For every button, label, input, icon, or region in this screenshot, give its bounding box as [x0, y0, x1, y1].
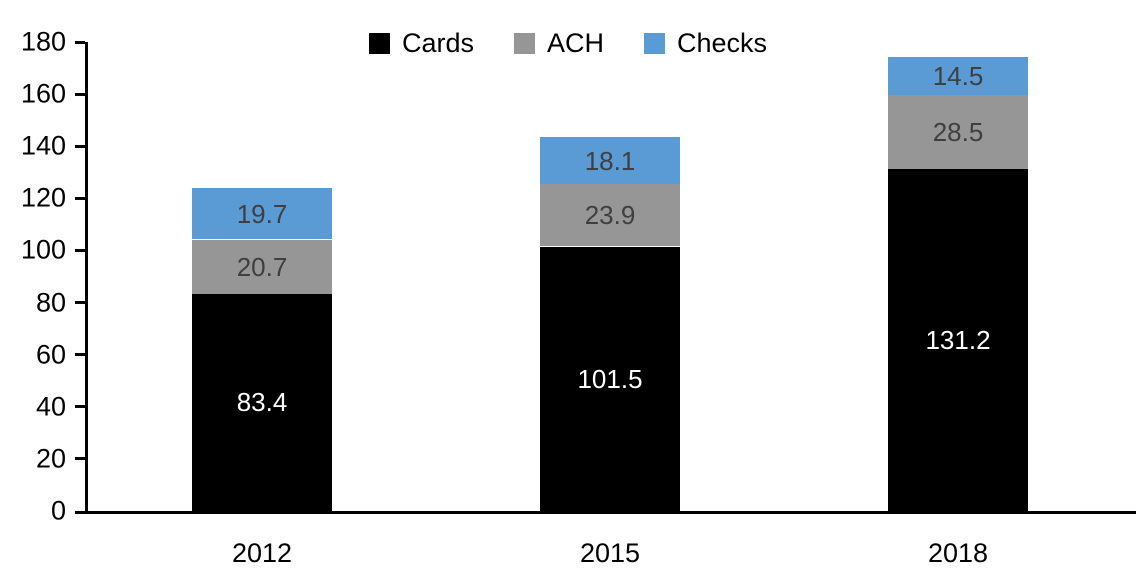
y-axis-tick-label-120: 120 — [20, 182, 66, 213]
bar-value-label-cards-2012: 83.4 — [236, 387, 288, 418]
y-axis-tick-100 — [75, 249, 85, 252]
bar-segment-checks-2012 — [192, 188, 332, 239]
bar-value-label-ach-2018: 28.5 — [932, 117, 984, 148]
bar-value-label-checks-2015: 18.1 — [584, 145, 636, 176]
bar-segment-ach-2015 — [540, 184, 680, 246]
legend-item-ach: ACH — [513, 28, 604, 58]
y-axis-tick-180 — [75, 41, 85, 44]
bar-segment-cards-2018 — [888, 169, 1028, 511]
legend: Cards ACH Checks — [0, 30, 1136, 57]
x-axis-label-2018: 2018 — [927, 538, 989, 568]
bar-segment-cards-2015 — [540, 247, 680, 511]
legend-label-ach: ACH — [546, 28, 604, 58]
bar-value-label-ach-2012: 20.7 — [236, 251, 288, 282]
legend-item-checks: Checks — [644, 30, 767, 57]
y-axis-tick-140 — [75, 145, 85, 148]
legend-swatch-ach — [513, 33, 535, 54]
y-axis-tick-label-160: 160 — [20, 78, 66, 109]
y-axis-tick-label-60: 60 — [35, 339, 66, 370]
y-axis-tick-80 — [75, 301, 85, 304]
y-axis-tick-60 — [75, 353, 85, 356]
y-axis-tick-label-40: 40 — [35, 391, 66, 422]
y-axis-tick-label-180: 180 — [20, 26, 66, 57]
x-axis-line — [75, 511, 1136, 514]
y-axis-line — [85, 42, 88, 514]
y-axis-tick-120 — [75, 197, 85, 200]
bar-segment-ach-2018 — [888, 95, 1028, 169]
legend-item-cards: Cards — [368, 28, 474, 58]
y-axis-tick-40 — [75, 405, 85, 408]
x-axis-label-2015: 2015 — [579, 538, 641, 568]
y-axis-tick-label-80: 80 — [35, 287, 66, 318]
bar-segment-cards-2012 — [192, 294, 332, 511]
y-axis-tick-160 — [75, 93, 85, 96]
bar-value-label-checks-2012: 19.7 — [236, 199, 288, 230]
bar-value-label-checks-2018: 14.5 — [932, 61, 984, 91]
bar-segment-ach-2012 — [192, 240, 332, 294]
y-axis-tick-label-20: 20 — [35, 443, 66, 474]
legend-label-cards: Cards — [401, 28, 474, 58]
y-axis-tick-label-140: 140 — [20, 130, 66, 161]
legend-label-checks: Checks — [677, 28, 768, 58]
y-axis-tick-20 — [75, 457, 85, 460]
legend-swatch-cards — [368, 33, 390, 54]
bar-value-label-ach-2015: 23.9 — [584, 200, 636, 231]
x-axis-label-2012: 2012 — [231, 538, 293, 568]
bar-segment-checks-2018 — [888, 57, 1028, 95]
legend-swatch-checks — [644, 33, 665, 54]
y-axis-tick-label-100: 100 — [20, 234, 66, 265]
bar-segment-checks-2015 — [540, 137, 680, 184]
y-axis-tick-label-0: 0 — [50, 495, 66, 526]
bar-value-label-cards-2018: 131.2 — [925, 325, 991, 356]
bar-value-label-cards-2015: 101.5 — [577, 363, 643, 394]
